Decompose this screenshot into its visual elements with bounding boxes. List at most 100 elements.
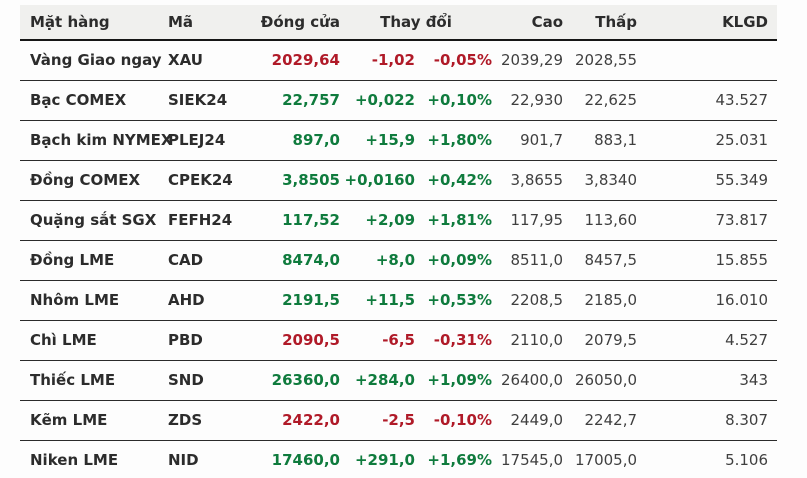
low-price: 17005,0 bbox=[574, 451, 638, 470]
close-price: 2029,64 bbox=[256, 40, 340, 81]
close-price: 2090,5 bbox=[256, 320, 340, 361]
commodity-name: Đồng COMEX bbox=[20, 160, 168, 201]
table-row: Kẽm LME ZDS 2422,0 -2,5 -0,10% 2449,0 22… bbox=[20, 400, 778, 441]
close-price: 897,0 bbox=[256, 120, 340, 161]
change-percent: +0,09% bbox=[415, 240, 493, 281]
table-row: Quặng sắt SGX FEFH24 117,52 +2,09 +1,81%… bbox=[20, 200, 778, 241]
high-price: 22,930 bbox=[492, 80, 564, 121]
low-price: 2079,5 bbox=[563, 320, 638, 361]
change-value: +291,0 bbox=[354, 451, 415, 470]
commodity-code: CPEK24 bbox=[168, 160, 256, 201]
high-price: 8511,0 bbox=[492, 240, 564, 281]
commodity-name: Kẽm LME bbox=[20, 400, 168, 441]
commodity-price-widget: Mặt hàng Mã Đóng cửa Thay đổi Cao Thấp K… bbox=[20, 5, 778, 478]
commodity-code: SIEK24 bbox=[168, 80, 256, 121]
low-price: 8457,5 bbox=[563, 240, 638, 281]
change-value: -6,5 bbox=[340, 320, 415, 361]
table-row: Đồng COMEX CPEK24 3,8505 +0,0160 +0,42% … bbox=[20, 160, 778, 201]
volume-value: 4.527 bbox=[637, 320, 778, 361]
change-percent: +1,09% bbox=[415, 360, 493, 401]
change-value: +8,0 bbox=[340, 240, 415, 281]
commodity-code: AHD bbox=[168, 280, 256, 321]
low-price: 2242,7 bbox=[563, 400, 638, 441]
close-price: 17460,0 bbox=[271, 451, 340, 470]
volume-value bbox=[637, 40, 778, 81]
table-row: Nhôm LME AHD 2191,5 +11,5 +0,53% 2208,5 … bbox=[20, 280, 778, 321]
col-header-volume: KLGD bbox=[637, 5, 778, 41]
high-price: 117,95 bbox=[492, 200, 564, 241]
volume-value: 73.817 bbox=[637, 200, 778, 241]
commodity-name: Bạc COMEX bbox=[20, 80, 168, 121]
change-value: +0,022 bbox=[340, 80, 415, 121]
high-price: 3,8655 bbox=[492, 160, 564, 201]
low-price: 2185,0 bbox=[563, 280, 638, 321]
low-price: 3,8340 bbox=[563, 160, 638, 201]
change-value: +15,9 bbox=[340, 120, 415, 161]
change-value: +0,0160 bbox=[340, 160, 415, 201]
table-row: Bạc COMEX SIEK24 22,757 +0,022 +0,10% 22… bbox=[20, 80, 778, 121]
col-header-change: Thay đổi bbox=[340, 5, 493, 41]
commodity-name: Bạch kim NYMEX bbox=[20, 120, 172, 161]
close-price: 8474,0 bbox=[256, 240, 340, 281]
col-header-high: Cao bbox=[492, 5, 564, 41]
change-value: +284,0 bbox=[340, 360, 415, 401]
table-body: Vàng Giao ngay XAU 2029,64 -1,02 -0,05% … bbox=[20, 40, 778, 478]
low-price: 22,625 bbox=[563, 80, 638, 121]
col-header-close: Đóng cửa bbox=[256, 5, 340, 41]
commodity-code: PBD bbox=[168, 320, 256, 361]
commodity-code: PLEJ24 bbox=[168, 120, 256, 161]
commodity-name: Đồng LME bbox=[20, 240, 168, 281]
change-value: +2,09 bbox=[340, 200, 415, 241]
high-price: 2039,29 bbox=[492, 40, 564, 81]
table-row: Thiếc LME SND 26360,0 +284,0 +1,09% 2640… bbox=[20, 360, 778, 401]
table-row: Bạch kim NYMEX PLEJ24 897,0 +15,9 +1,80%… bbox=[20, 120, 778, 161]
commodity-code: XAU bbox=[168, 40, 256, 81]
commodity-name: Chì LME bbox=[20, 320, 168, 361]
volume-value: 8.307 bbox=[637, 400, 778, 441]
commodity-code: SND bbox=[168, 360, 256, 401]
commodity-code: NID bbox=[168, 451, 199, 470]
commodity-code: FEFH24 bbox=[168, 200, 256, 241]
change-value: -2,5 bbox=[340, 400, 415, 441]
commodity-name: Thiếc LME bbox=[20, 360, 168, 401]
high-price: 2208,5 bbox=[492, 280, 564, 321]
high-price: 901,7 bbox=[492, 120, 564, 161]
col-header-code: Mã bbox=[168, 5, 256, 41]
change-value: +11,5 bbox=[340, 280, 415, 321]
low-price: 113,60 bbox=[563, 200, 638, 241]
volume-value: 16.010 bbox=[637, 280, 778, 321]
change-percent: +1,81% bbox=[415, 200, 493, 241]
volume-value: 5.106 bbox=[725, 451, 769, 470]
close-price: 22,757 bbox=[256, 80, 340, 121]
col-header-low: Thấp bbox=[563, 5, 638, 41]
low-price: 2028,55 bbox=[563, 40, 638, 81]
change-percent: +1,69% bbox=[427, 451, 493, 470]
change-percent: +0,10% bbox=[415, 80, 493, 121]
change-percent: -0,10% bbox=[415, 400, 493, 441]
high-price: 26400,0 bbox=[492, 360, 564, 401]
volume-value: 43.527 bbox=[637, 80, 778, 121]
volume-value: 343 bbox=[637, 360, 778, 401]
volume-value: 15.855 bbox=[637, 240, 778, 281]
close-price: 117,52 bbox=[256, 200, 340, 241]
change-percent: -0,31% bbox=[415, 320, 493, 361]
commodity-name: Quặng sắt SGX bbox=[20, 200, 168, 241]
close-price: 3,8505 bbox=[256, 160, 340, 201]
table-row: Đồng LME CAD 8474,0 +8,0 +0,09% 8511,0 8… bbox=[20, 240, 778, 281]
commodity-price-table: Mặt hàng Mã Đóng cửa Thay đổi Cao Thấp K… bbox=[20, 5, 778, 478]
low-price: 883,1 bbox=[563, 120, 638, 161]
commodity-name: Nhôm LME bbox=[20, 280, 168, 321]
high-price: 17545,0 bbox=[500, 451, 564, 470]
table-header-row: Mặt hàng Mã Đóng cửa Thay đổi Cao Thấp K… bbox=[20, 5, 778, 41]
close-price: 26360,0 bbox=[256, 360, 340, 401]
table-row: Niken LME NID 17460,0 +291,0 +1,69% 1754… bbox=[20, 440, 777, 478]
commodity-code: ZDS bbox=[168, 400, 256, 441]
volume-value: 25.031 bbox=[637, 120, 778, 161]
change-percent: +0,53% bbox=[415, 280, 493, 321]
commodity-name: Niken LME bbox=[30, 451, 119, 470]
change-percent: -0,05% bbox=[415, 40, 493, 81]
col-header-commodity: Mặt hàng bbox=[20, 5, 168, 41]
volume-value: 55.349 bbox=[637, 160, 778, 201]
change-percent: +0,42% bbox=[415, 160, 493, 201]
commodity-name: Vàng Giao ngay bbox=[20, 40, 168, 81]
